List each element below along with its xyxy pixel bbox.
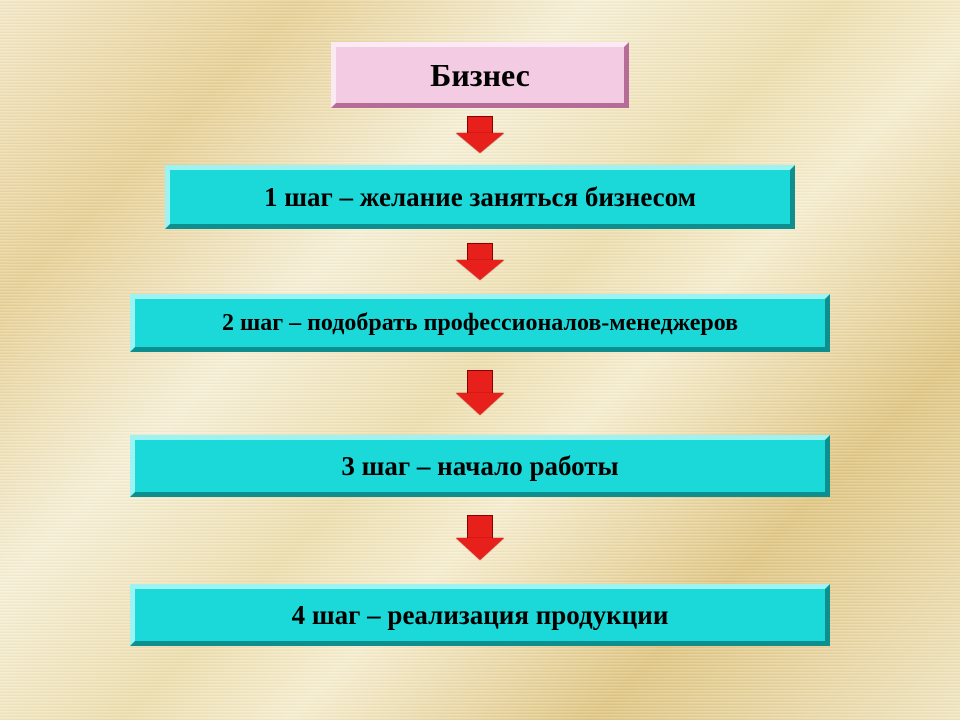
arrow-head-icon [456, 133, 504, 153]
node-step4-label: 4 шаг – реализация продукции [292, 600, 669, 631]
node-title: Бизнес [331, 42, 629, 108]
slide-background: Бизнес 1 шаг – желание заняться бизнесом… [0, 0, 960, 720]
arrow-head-icon [456, 538, 504, 560]
arrow-stem [467, 370, 493, 393]
arrow-1 [456, 243, 504, 280]
node-title-label: Бизнес [430, 57, 530, 94]
node-step3-label: 3 шаг – начало работы [341, 451, 618, 482]
node-step4: 4 шаг – реализация продукции [130, 584, 830, 646]
arrow-2 [456, 370, 504, 415]
node-step1-label: 1 шаг – желание заняться бизнесом [264, 182, 696, 213]
diagram-container: Бизнес 1 шаг – желание заняться бизнесом… [0, 42, 960, 646]
arrow-stem [467, 243, 493, 260]
arrow-stem [467, 116, 493, 133]
arrow-0 [456, 116, 504, 153]
node-step2-label: 2 шаг – подобрать профессионалов-менедже… [222, 310, 738, 337]
arrow-head-icon [456, 260, 504, 280]
node-step2: 2 шаг – подобрать профессионалов-менедже… [130, 294, 830, 352]
arrow-3 [456, 515, 504, 560]
arrow-head-icon [456, 393, 504, 415]
arrow-stem [467, 515, 493, 538]
node-step3: 3 шаг – начало работы [130, 435, 830, 497]
node-step1: 1 шаг – желание заняться бизнесом [165, 165, 795, 229]
